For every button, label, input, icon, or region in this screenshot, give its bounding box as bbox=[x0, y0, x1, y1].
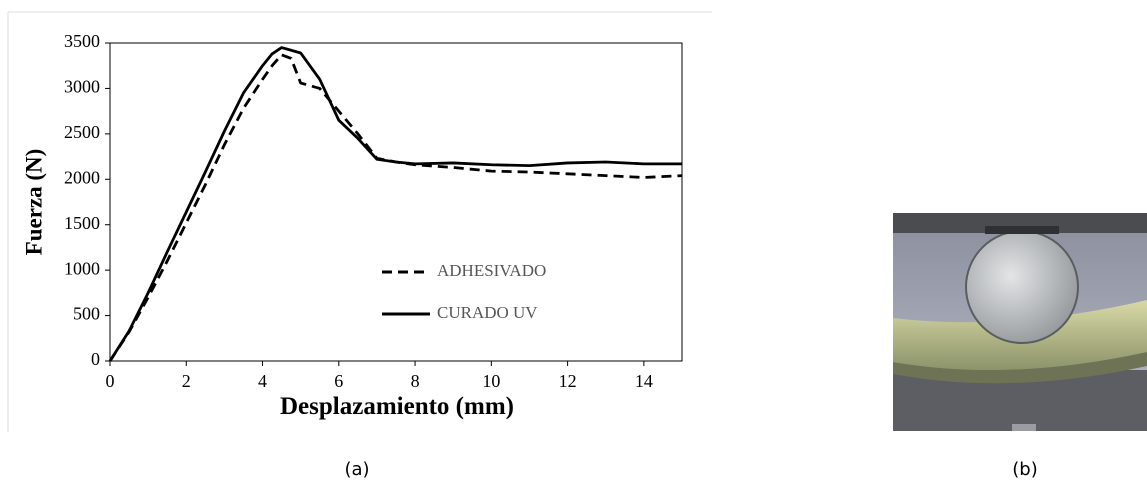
x-tick-label: 12 bbox=[559, 371, 577, 391]
x-axis-label: Desplazamiento (mm) bbox=[280, 393, 514, 420]
x-tick-label: 6 bbox=[334, 371, 343, 391]
legend-label: ADHESIVADO bbox=[437, 261, 546, 280]
x-tick-label: 2 bbox=[182, 371, 191, 391]
line-series bbox=[108, 53, 683, 362]
line-series bbox=[108, 46, 682, 362]
x-tick-label: 14 bbox=[635, 371, 653, 391]
y-tick-label: 2000 bbox=[64, 167, 100, 187]
y-tick-label: 3500 bbox=[64, 31, 100, 51]
x-tick-label: 0 bbox=[106, 371, 115, 391]
x-tick-label: 8 bbox=[411, 371, 420, 391]
y-tick-label: 3000 bbox=[64, 77, 100, 97]
y-axis-label: Fuerza (N) bbox=[21, 149, 46, 256]
y-tick-label: 500 bbox=[73, 304, 100, 324]
plot-frame bbox=[109, 42, 683, 362]
legend-label: CURADO UV bbox=[437, 303, 538, 322]
y-tick-label: 1000 bbox=[64, 258, 100, 278]
x-tick-label: 10 bbox=[482, 371, 500, 391]
caption: (a) bbox=[344, 459, 369, 480]
y-tick-label: 0 bbox=[91, 349, 100, 369]
caption: (b) bbox=[1012, 459, 1037, 480]
x-tick-label: 4 bbox=[258, 371, 267, 391]
y-tick-label: 2500 bbox=[64, 122, 100, 142]
photo bbox=[893, 213, 1147, 431]
y-tick-label: 1500 bbox=[64, 213, 100, 233]
